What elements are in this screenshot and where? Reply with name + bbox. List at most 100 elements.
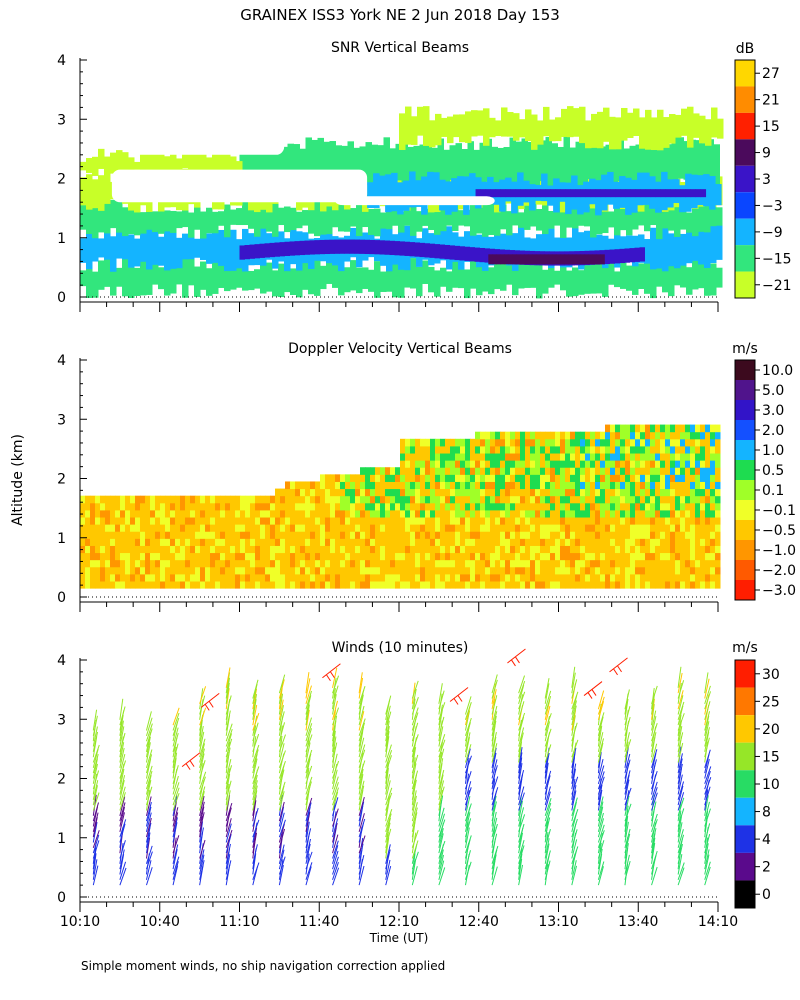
snr-cell	[128, 266, 135, 298]
doppler-cell	[455, 538, 461, 546]
doppler-cell	[155, 531, 161, 539]
wind-barb	[624, 739, 632, 758]
doppler-cell	[300, 495, 306, 504]
doppler-cell	[685, 559, 691, 568]
doppler-cell	[250, 573, 256, 582]
doppler-cell	[665, 474, 671, 482]
doppler-cell	[520, 460, 526, 468]
doppler-cell	[375, 559, 381, 568]
doppler-cell	[595, 545, 601, 554]
doppler-cell	[105, 538, 111, 546]
wind-barb	[544, 838, 550, 859]
doppler-cell	[410, 460, 416, 468]
snr-cell	[128, 157, 135, 178]
snr-cell	[164, 229, 171, 271]
doppler-cell	[620, 424, 626, 433]
doppler-cell	[160, 502, 166, 511]
colorbar-swatch	[735, 420, 755, 440]
doppler-cell	[320, 488, 326, 497]
snr-cell	[423, 106, 430, 146]
doppler-cell	[310, 581, 316, 589]
doppler-cell	[415, 517, 421, 525]
wind-barb	[491, 823, 498, 843]
doppler-cell	[245, 517, 251, 525]
wind-barb	[119, 806, 125, 827]
doppler-cell	[220, 581, 226, 589]
doppler-cell	[605, 573, 611, 582]
doppler-cell	[695, 488, 701, 497]
doppler-cell	[130, 566, 136, 575]
wind-barb	[571, 860, 577, 880]
wind-barb	[225, 834, 232, 854]
doppler-cell	[375, 566, 381, 575]
snr-cell	[434, 270, 441, 297]
snr-cell	[299, 240, 305, 256]
wind-barb	[704, 770, 711, 790]
doppler-cell	[420, 524, 426, 532]
snr-cell	[716, 267, 723, 288]
doppler-cell	[705, 445, 711, 454]
snr-cell	[98, 238, 105, 258]
snr-cell	[500, 189, 507, 198]
doppler-cell	[405, 566, 411, 575]
doppler-cell	[520, 481, 526, 490]
doppler-cell	[195, 538, 201, 546]
wind-barb	[199, 776, 206, 795]
doppler-cell	[495, 524, 501, 532]
doppler-cell	[370, 545, 376, 554]
doppler-cell	[555, 509, 561, 518]
snr-cell	[309, 240, 315, 255]
snr-cell	[475, 189, 482, 198]
doppler-cell	[160, 573, 166, 582]
doppler-cell	[540, 481, 546, 490]
snr-cell	[294, 241, 300, 256]
doppler-cell	[250, 495, 256, 504]
snr-cell	[392, 261, 399, 298]
colorbar-swatch	[735, 687, 755, 716]
doppler-cell	[230, 517, 236, 525]
doppler-cell	[655, 474, 661, 482]
doppler-cell	[650, 559, 656, 568]
doppler-cell	[375, 467, 381, 475]
doppler-cell	[285, 502, 291, 511]
doppler-cell	[445, 481, 451, 490]
doppler-cell	[680, 502, 686, 511]
wind-barb	[119, 698, 124, 720]
doppler-cell	[400, 524, 406, 532]
wind-barb-flag	[457, 695, 463, 702]
wind-barb	[119, 720, 124, 742]
doppler-cell	[110, 545, 116, 554]
snr-cell	[686, 267, 693, 295]
snr-cell	[568, 254, 573, 265]
snr-cell	[236, 208, 243, 226]
doppler-cell	[560, 460, 566, 468]
doppler-cell	[440, 559, 446, 568]
wind-barb	[544, 860, 551, 880]
snr-cell	[638, 263, 645, 289]
doppler-cell	[190, 581, 196, 589]
wind-barb-flag	[591, 689, 597, 696]
snr-cell	[362, 202, 369, 228]
snr-cell	[122, 152, 129, 171]
doppler-cell	[585, 581, 591, 589]
doppler-cell	[170, 552, 176, 561]
doppler-cell	[330, 545, 336, 554]
wind-barb	[145, 860, 152, 880]
doppler-cell	[485, 552, 491, 561]
doppler-cell	[540, 445, 546, 454]
doppler-cell	[435, 502, 441, 511]
wind-barb	[464, 812, 471, 832]
wind-barb	[677, 854, 683, 875]
wind-barb	[704, 672, 709, 694]
doppler-cell	[385, 467, 391, 475]
doppler-cell	[610, 524, 616, 532]
wind-barb	[651, 781, 658, 800]
doppler-cell	[175, 552, 181, 561]
doppler-cell	[385, 573, 391, 582]
doppler-cell	[405, 467, 411, 475]
doppler-cell	[415, 460, 421, 468]
snr-cell	[560, 199, 567, 238]
wind-barb	[518, 675, 526, 694]
doppler-cell	[455, 481, 461, 490]
doppler-cell	[205, 566, 211, 575]
